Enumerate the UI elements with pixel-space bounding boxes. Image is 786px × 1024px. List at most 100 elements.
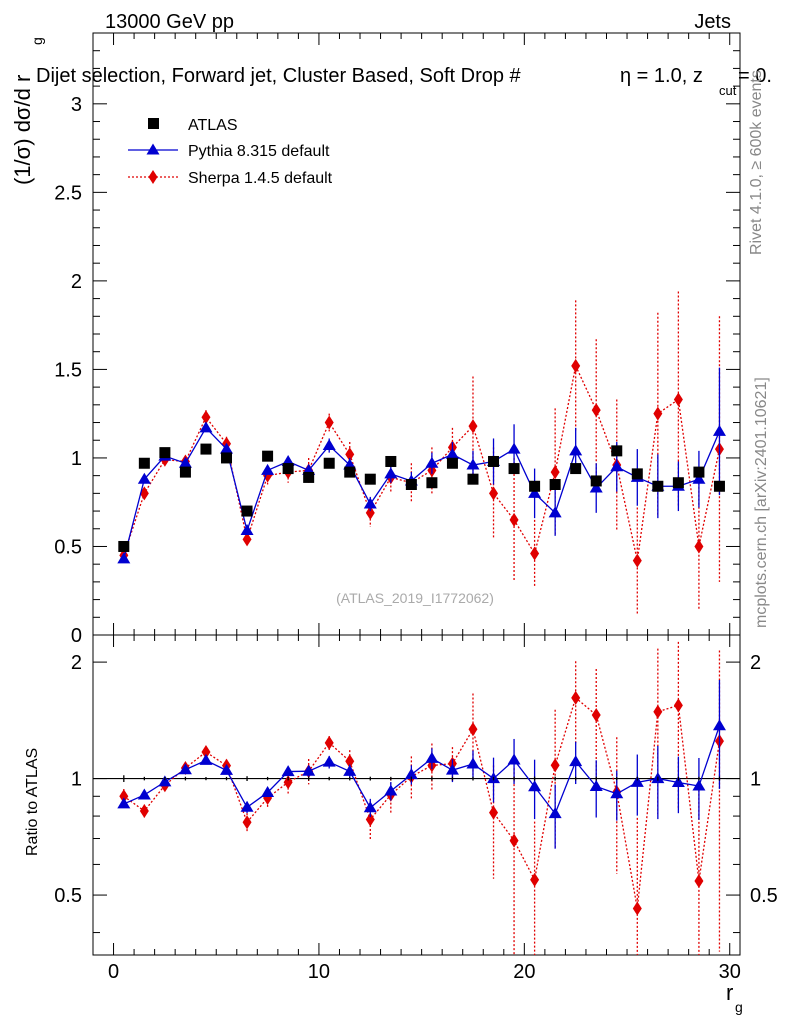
- data-point-ratio: [425, 751, 439, 763]
- data-point-main: [241, 505, 253, 517]
- data-point-main: [673, 392, 683, 407]
- data-point-main: [365, 505, 375, 520]
- data-point-main: [653, 406, 663, 421]
- legend: ATLAS Pythia 8.315 default Sherpa 1.4.5 …: [128, 117, 333, 187]
- data-point-main: [570, 463, 582, 475]
- data-point-main: [590, 475, 602, 487]
- data-point-main: [405, 479, 417, 490]
- data-point-main: [324, 415, 334, 430]
- data-point-main: [117, 552, 131, 564]
- series-line-ratio: [123, 725, 721, 815]
- data-point-ratio: [365, 812, 375, 827]
- legend-atlas-label: ATLAS: [188, 117, 238, 134]
- data-point-main: [508, 463, 520, 475]
- data-point-main: [507, 442, 521, 454]
- data-point-main: [323, 457, 335, 469]
- data-point-ratio: [653, 704, 663, 719]
- rivet-version-label: Rivet 4.1.0, ≥ 600k events: [748, 70, 765, 255]
- data-point-main: [571, 358, 581, 373]
- category-label: Jets: [694, 11, 731, 33]
- data-point-ratio: [117, 797, 131, 809]
- chart-title-eta: η = 1.0, z: [620, 65, 703, 87]
- data-point-ratio: [201, 744, 211, 759]
- x-axis-label: r g: [726, 980, 743, 1015]
- data-point-ratio: [509, 833, 519, 848]
- data-point-ratio: [199, 753, 213, 765]
- data-point-ratio: [178, 763, 192, 775]
- data-point-main: [610, 460, 624, 472]
- data-point-main: [632, 553, 642, 568]
- data-point-ratio: [445, 763, 459, 775]
- y-tick-label-ratio-left: 1: [71, 769, 82, 791]
- data-point-main: [303, 471, 315, 483]
- data-point-ratio: [671, 776, 685, 788]
- y-axis-label-sub: g: [29, 37, 45, 45]
- data-point-ratio: [610, 787, 624, 799]
- data-point-main: [179, 466, 191, 478]
- data-point-main: [425, 456, 439, 468]
- y-tick-label-main: 2: [71, 271, 82, 293]
- series-line-main: [123, 426, 721, 560]
- chart-title-end: = 0.: [738, 65, 772, 87]
- legend-sherpa-marker: [148, 170, 158, 184]
- chart-title-main: Dijet selection, Forward jet, Cluster Ba…: [36, 65, 522, 87]
- data-point-ratio: [548, 807, 562, 819]
- y-tick-label-main: 2.5: [54, 182, 82, 204]
- series-pythia: [117, 367, 726, 849]
- legend-pythia-marker: [146, 143, 160, 155]
- data-point-ratio: [589, 779, 603, 791]
- data-point-main: [199, 421, 213, 433]
- data-point-ratio: [345, 754, 355, 769]
- legend-pythia-label: Pythia 8.315 default: [188, 143, 330, 160]
- data-point-main: [589, 481, 603, 493]
- data-point-main: [344, 466, 356, 478]
- data-point-main: [631, 468, 643, 480]
- data-point-main: [242, 532, 252, 547]
- mcplots-label: mcplots.cern.ch [arXiv:2401.10621]: [753, 377, 770, 628]
- data-point-ratio: [240, 800, 254, 812]
- data-point-ratio: [324, 735, 334, 750]
- y-tick-label-ratio-left: 2: [71, 652, 82, 674]
- data-point-main: [384, 467, 398, 479]
- data-point-ratio: [591, 708, 601, 723]
- data-point-main: [712, 424, 726, 436]
- data-point-ratio: [158, 775, 172, 787]
- data-point-main: [282, 463, 294, 475]
- x-tick-label: 0: [108, 961, 119, 983]
- data-point-main: [694, 539, 704, 554]
- series-atlas: [118, 443, 725, 782]
- data-point-main: [468, 419, 478, 434]
- data-point-main: [509, 512, 519, 527]
- data-point-main: [322, 439, 336, 451]
- y-tick-label-ratio-right: 0.5: [750, 885, 778, 907]
- data-point-main: [178, 456, 192, 468]
- data-point-main: [426, 477, 438, 489]
- data-point-ratio: [281, 765, 295, 777]
- data-point-main: [345, 447, 355, 462]
- data-point-main: [137, 472, 151, 484]
- y-tick-label-main: 1.5: [54, 359, 82, 381]
- data-point-main: [466, 458, 480, 470]
- x-axis-label-main: r: [726, 980, 733, 1005]
- data-point-main: [240, 524, 254, 536]
- data-point-ratio: [507, 753, 521, 765]
- y-tick-label-main: 0: [71, 625, 82, 647]
- data-point-main: [611, 445, 623, 457]
- chart-title-sub: cut: [719, 83, 737, 98]
- data-point-main: [528, 486, 542, 498]
- data-point-main: [159, 447, 171, 459]
- data-point-main: [445, 447, 459, 459]
- y-tick-label-main: 0.5: [54, 536, 82, 558]
- data-point-main: [713, 480, 725, 492]
- ratio-y-axis-label: Ratio to ATLAS: [24, 748, 41, 856]
- data-point-main: [467, 473, 479, 485]
- data-point-main: [138, 457, 150, 469]
- series-line-main: [123, 363, 721, 561]
- x-tick-label: 20: [513, 961, 535, 983]
- data-point-ratio: [343, 764, 357, 776]
- data-point-ratio: [550, 758, 560, 773]
- data-point-ratio: [468, 722, 478, 737]
- data-point-ratio: [119, 789, 129, 804]
- data-point-main: [363, 497, 377, 509]
